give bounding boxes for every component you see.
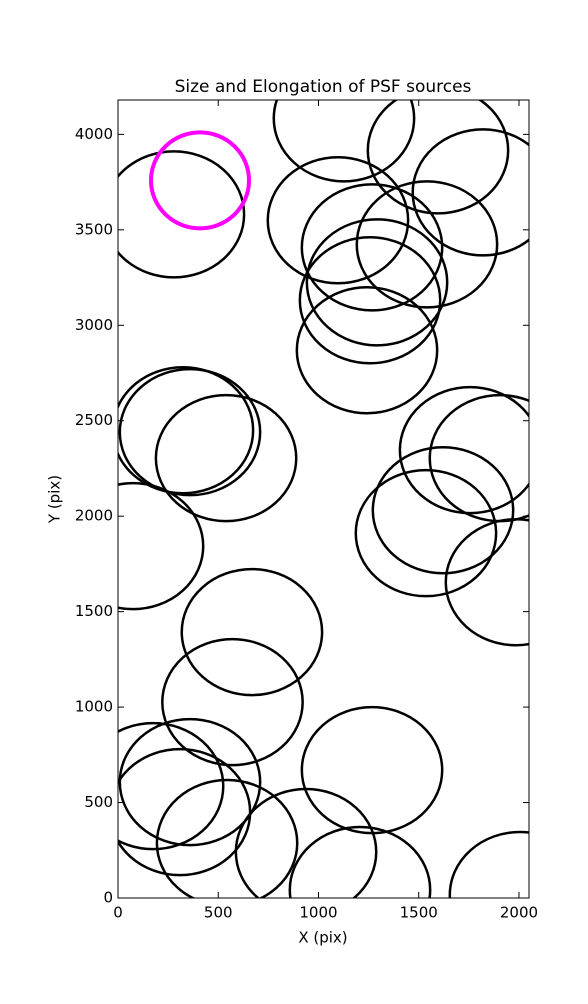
y-tick-label: 2500 — [75, 411, 113, 429]
x-axis-label: X (pix) — [298, 929, 347, 947]
plot-area — [118, 100, 529, 898]
psf-ellipse — [161, 637, 304, 767]
y-tick-label: 3000 — [75, 316, 113, 334]
psf-ellipse — [288, 825, 432, 898]
x-tick-label: 0 — [113, 904, 123, 922]
psf-ellipse — [148, 130, 252, 231]
psf-ellipse — [354, 468, 498, 598]
y-tick-label: 2000 — [75, 507, 113, 525]
y-tick-label: 3500 — [75, 220, 113, 238]
plot-frame — [117, 99, 530, 899]
psf-ellipse — [298, 236, 442, 365]
psf-ellipse — [428, 393, 529, 523]
psf-ellipse — [118, 150, 246, 279]
y-tick-label: 0 — [103, 889, 113, 907]
chart-title: Size and Elongation of PSF sources — [175, 77, 472, 97]
y-tick-label: 500 — [84, 793, 113, 811]
psf-ellipse — [118, 481, 205, 611]
x-tick-label: 2000 — [500, 904, 538, 922]
psf-ellipse — [234, 787, 378, 898]
psf-ellipse — [295, 286, 439, 415]
psf-ellipse — [272, 100, 416, 183]
psf-ellipse — [371, 446, 515, 575]
psf-ellipse — [180, 567, 324, 697]
psf-ellipse — [118, 367, 262, 497]
psf-ellipse — [266, 156, 410, 285]
psf-ellipse — [300, 705, 444, 835]
psf-ellipse — [305, 218, 449, 347]
psf-ellipse — [118, 721, 225, 851]
psf-ellipse — [398, 385, 529, 515]
psf-ellipse — [411, 128, 529, 257]
psf-ellipse — [300, 183, 444, 312]
y-axis-label: Y (pix) — [46, 475, 64, 524]
psf-ellipse — [366, 100, 510, 215]
y-tick-label: 4000 — [75, 125, 113, 143]
psf-ellipse — [155, 778, 299, 898]
psf-ellipse — [118, 366, 255, 495]
x-tick-label: 1500 — [400, 904, 438, 922]
psf-ellipse — [448, 830, 529, 898]
psf-ellipse — [118, 747, 252, 877]
psf-ellipse — [154, 393, 298, 523]
psf-ellipse — [355, 180, 499, 309]
psf-ellipse — [118, 717, 262, 847]
x-tick-label: 500 — [204, 904, 233, 922]
y-tick-label: 1500 — [75, 602, 113, 620]
x-tick-label: 1000 — [299, 904, 337, 922]
y-tick-label: 1000 — [75, 698, 113, 716]
psf-ellipse — [444, 518, 529, 647]
